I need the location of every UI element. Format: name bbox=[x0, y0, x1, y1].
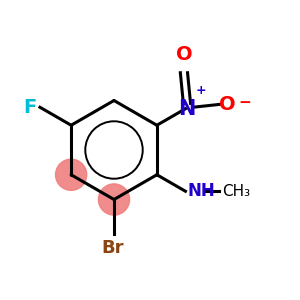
Circle shape bbox=[98, 184, 130, 215]
Circle shape bbox=[56, 159, 87, 190]
Text: CH₃: CH₃ bbox=[222, 184, 250, 199]
Text: Br: Br bbox=[101, 239, 124, 257]
Text: O: O bbox=[176, 45, 192, 64]
Text: F: F bbox=[23, 98, 36, 117]
Text: NH: NH bbox=[188, 182, 216, 200]
Text: O: O bbox=[219, 95, 236, 114]
Text: N: N bbox=[178, 99, 196, 119]
Text: −: − bbox=[239, 95, 252, 110]
Text: +: + bbox=[196, 84, 207, 97]
